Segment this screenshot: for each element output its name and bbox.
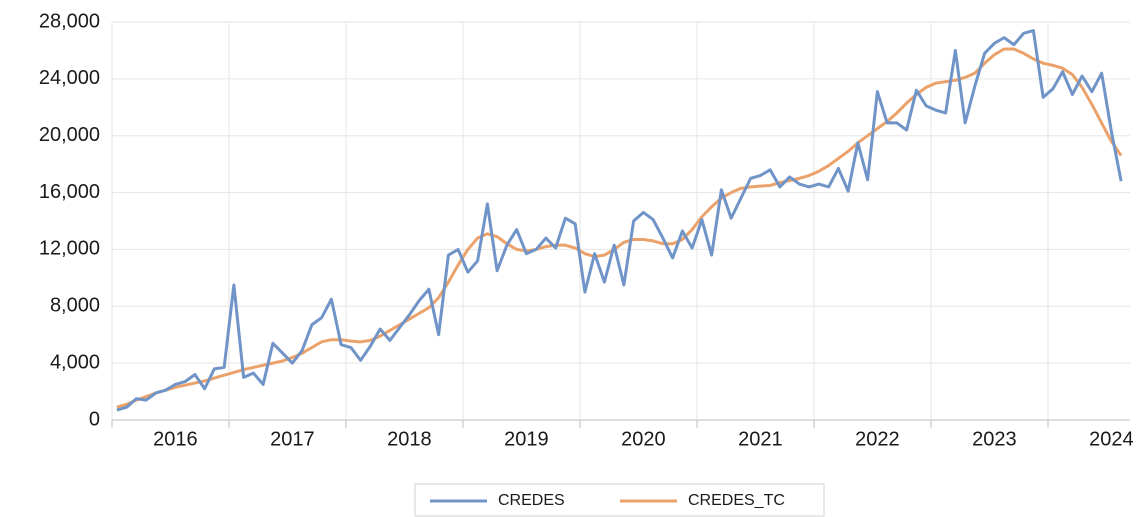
x-tick-label: 2016 <box>153 428 198 450</box>
x-tick-label: 2024 <box>1089 428 1134 450</box>
x-tick-label: 2020 <box>621 428 666 450</box>
legend-label: CREDES_TC <box>688 492 785 509</box>
x-tick-label: 2023 <box>972 428 1017 450</box>
x-tick-label: 2019 <box>504 428 549 450</box>
y-tick-label: 20,000 <box>39 124 100 146</box>
y-tick-label: 0 <box>89 408 100 430</box>
x-tick-label: 2022 <box>855 428 900 450</box>
line-series <box>116 29 1123 412</box>
y-tick-label: 12,000 <box>39 238 100 260</box>
y-tick-label: 8,000 <box>50 295 100 317</box>
line-series <box>116 47 1123 409</box>
y-tick-label: 16,000 <box>39 181 100 203</box>
x-tick-label: 2021 <box>738 428 783 450</box>
x-tick-label: 2017 <box>270 428 315 450</box>
x-tick-label: 2018 <box>387 428 432 450</box>
y-tick-label: 28,000 <box>39 10 100 32</box>
legend-label: CREDES <box>498 492 565 509</box>
y-tick-label: 24,000 <box>39 67 100 89</box>
y-tick-label: 4,000 <box>50 351 100 373</box>
